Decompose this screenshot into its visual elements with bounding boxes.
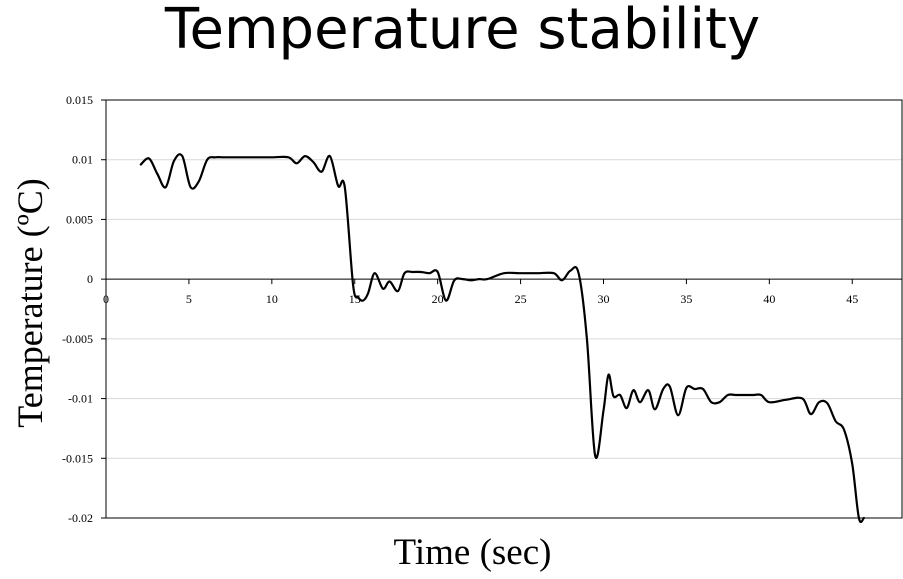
y-axis-ticks: 0.015 0.01 0.005 0 -0.005 -0.01 -0.015 -0.02 bbox=[62, 93, 106, 525]
x-tick-label: 20 bbox=[432, 292, 444, 306]
chart-title: Temperature stability bbox=[164, 0, 761, 62]
y-axis-title: Temperature (ºC) bbox=[10, 178, 50, 428]
x-axis-ticks: 0 5 10 15 20 25 30 35 40 45 bbox=[103, 279, 858, 306]
gridlines bbox=[106, 159, 902, 459]
y-tick-label: -0.005 bbox=[62, 332, 93, 346]
x-tick-label: 25 bbox=[515, 292, 527, 306]
x-tick-label: 30 bbox=[598, 292, 610, 306]
x-tick-label: 45 bbox=[846, 292, 858, 306]
y-tick-label: -0.015 bbox=[62, 451, 93, 465]
x-tick-label: 40 bbox=[763, 292, 775, 306]
y-tick-label: 0.015 bbox=[66, 93, 93, 107]
x-tick-label: 0 bbox=[103, 292, 109, 306]
plot-area bbox=[105, 99, 903, 519]
y-tick-label: 0 bbox=[87, 272, 93, 286]
y-tick-label: 0.01 bbox=[72, 153, 93, 167]
y-tick-label: -0.01 bbox=[68, 392, 93, 406]
x-axis-title: Time (sec) bbox=[393, 532, 552, 573]
y-tick-label: 0.005 bbox=[66, 212, 93, 226]
y-tick-label: -0.02 bbox=[68, 511, 93, 525]
x-tick-label: 10 bbox=[266, 292, 278, 306]
temperature-series-line bbox=[139, 153, 865, 524]
x-tick-label: 5 bbox=[186, 292, 192, 306]
x-tick-label: 35 bbox=[680, 292, 692, 306]
